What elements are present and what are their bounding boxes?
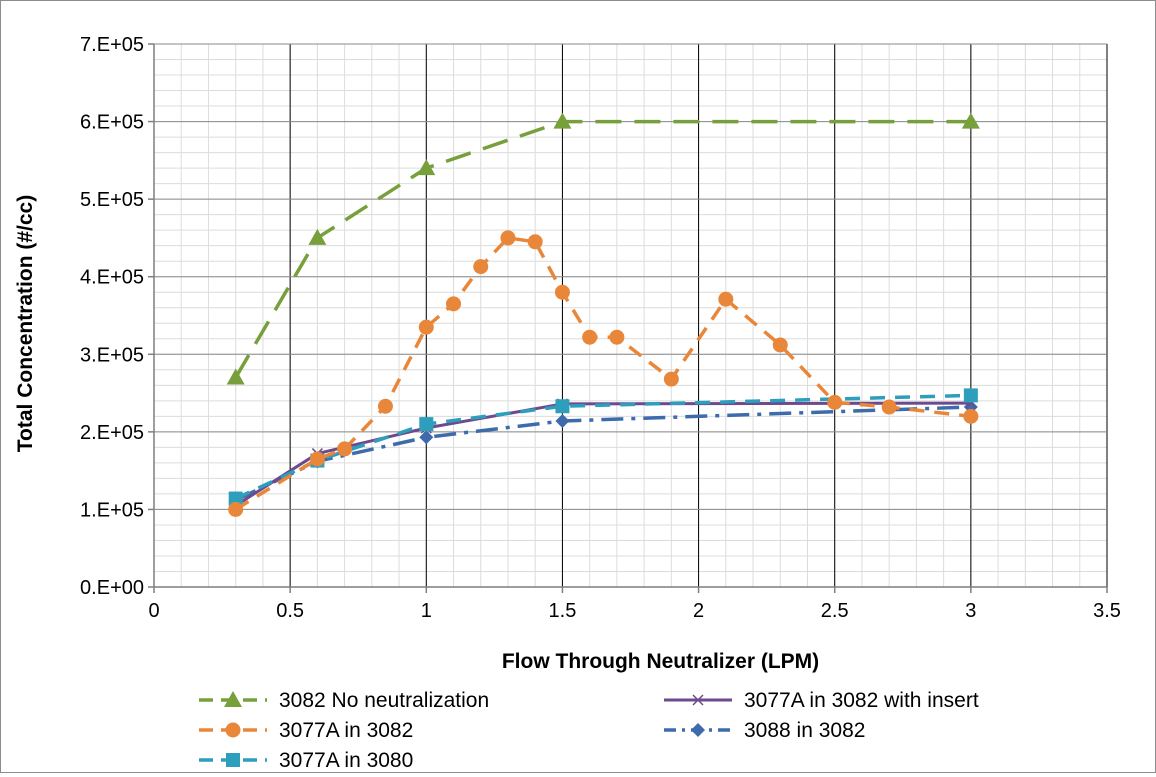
legend-item-5: 3088 in 3082: [664, 719, 865, 742]
data-point: [377, 398, 393, 414]
data-point: [963, 408, 979, 424]
data-point: [419, 430, 434, 445]
legend-item-1: 3082 No neutralization: [199, 689, 489, 712]
data-point: [961, 112, 980, 129]
data-point: [418, 319, 434, 335]
legend: 3082 No neutralization 3077A in 3082 3077A…: [199, 689, 979, 772]
grid: [153, 43, 1108, 588]
series-line: [234, 236, 972, 511]
data-point: [663, 371, 679, 387]
data-point: [527, 234, 543, 250]
data-point: [228, 491, 243, 506]
axes: [148, 43, 1108, 593]
y-tick-label: 2.E+05: [80, 422, 144, 444]
data-point: [473, 259, 489, 275]
legend-marker: [691, 723, 705, 737]
data-point: [881, 399, 897, 415]
data-point: [963, 388, 978, 403]
legend-marker: [692, 694, 704, 706]
x-tick-label: 2.5: [821, 600, 849, 622]
data-point: [417, 159, 436, 176]
y-tick-label: 6.E+05: [80, 112, 144, 134]
legend-marker: [224, 691, 242, 707]
legend-label: 3077A in 3082 with insert: [744, 689, 979, 712]
legend-marker: [225, 722, 241, 738]
data-point: [446, 296, 462, 312]
tick-labels: 0 0.5 1 1.5 2 2.5 3 3.5 0.E+00 1.E+05 2.E+05 3.E+05…: [80, 34, 1121, 622]
series-2: [228, 230, 979, 517]
data-point: [226, 368, 245, 385]
x-tick-label: 0: [148, 600, 159, 622]
data-point: [228, 501, 244, 517]
x-tick-label: 1: [421, 600, 432, 622]
x-axis-title: Flow Through Neutralizer (LPM): [502, 650, 819, 673]
x-tick-label: 3.5: [1093, 600, 1121, 622]
y-tick-label: 0.E+00: [80, 577, 144, 599]
data-point: [308, 228, 327, 245]
data-point: [718, 291, 734, 307]
x-tick-label: 2: [693, 600, 704, 622]
data-point: [500, 230, 516, 246]
y-axis-title: Total Concentration (#/cc): [14, 195, 37, 452]
y-tick-label: 1.E+05: [80, 499, 144, 521]
y-tick-label: 4.E+05: [80, 267, 144, 289]
x-tick-label: 0.5: [276, 600, 304, 622]
legend-label: 3088 in 3082: [744, 719, 865, 742]
legend-label: 3082 No neutralization: [279, 689, 489, 712]
legend-marker-stroke: [692, 694, 704, 706]
data-point: [827, 394, 843, 410]
legend-item-3: 3077A in 3080: [199, 749, 413, 772]
y-tick-label: 3.E+05: [80, 344, 144, 366]
data-point: [419, 417, 434, 432]
legend-item-4: 3077A in 3082 with insert: [664, 689, 979, 712]
x-tick-label: 3: [965, 600, 976, 622]
data-point: [582, 329, 598, 345]
data-point: [554, 284, 570, 300]
series-group: [226, 112, 980, 517]
data-point: [309, 451, 325, 467]
data-point: [555, 413, 570, 428]
y-tick-label: 7.E+05: [80, 34, 144, 56]
legend-marker: [226, 753, 240, 767]
data-point: [337, 441, 353, 457]
legend-item-2: 3077A in 3082: [199, 719, 413, 742]
y-tick-label: 5.E+05: [80, 189, 144, 211]
legend-label: 3077A in 3082: [279, 719, 413, 742]
x-tick-label: 1.5: [549, 600, 577, 622]
data-point: [555, 399, 570, 414]
data-point: [772, 337, 788, 353]
series-1: [226, 112, 980, 385]
data-point: [609, 329, 625, 345]
legend-label: 3077A in 3080: [279, 749, 413, 772]
data-point: [553, 112, 572, 129]
